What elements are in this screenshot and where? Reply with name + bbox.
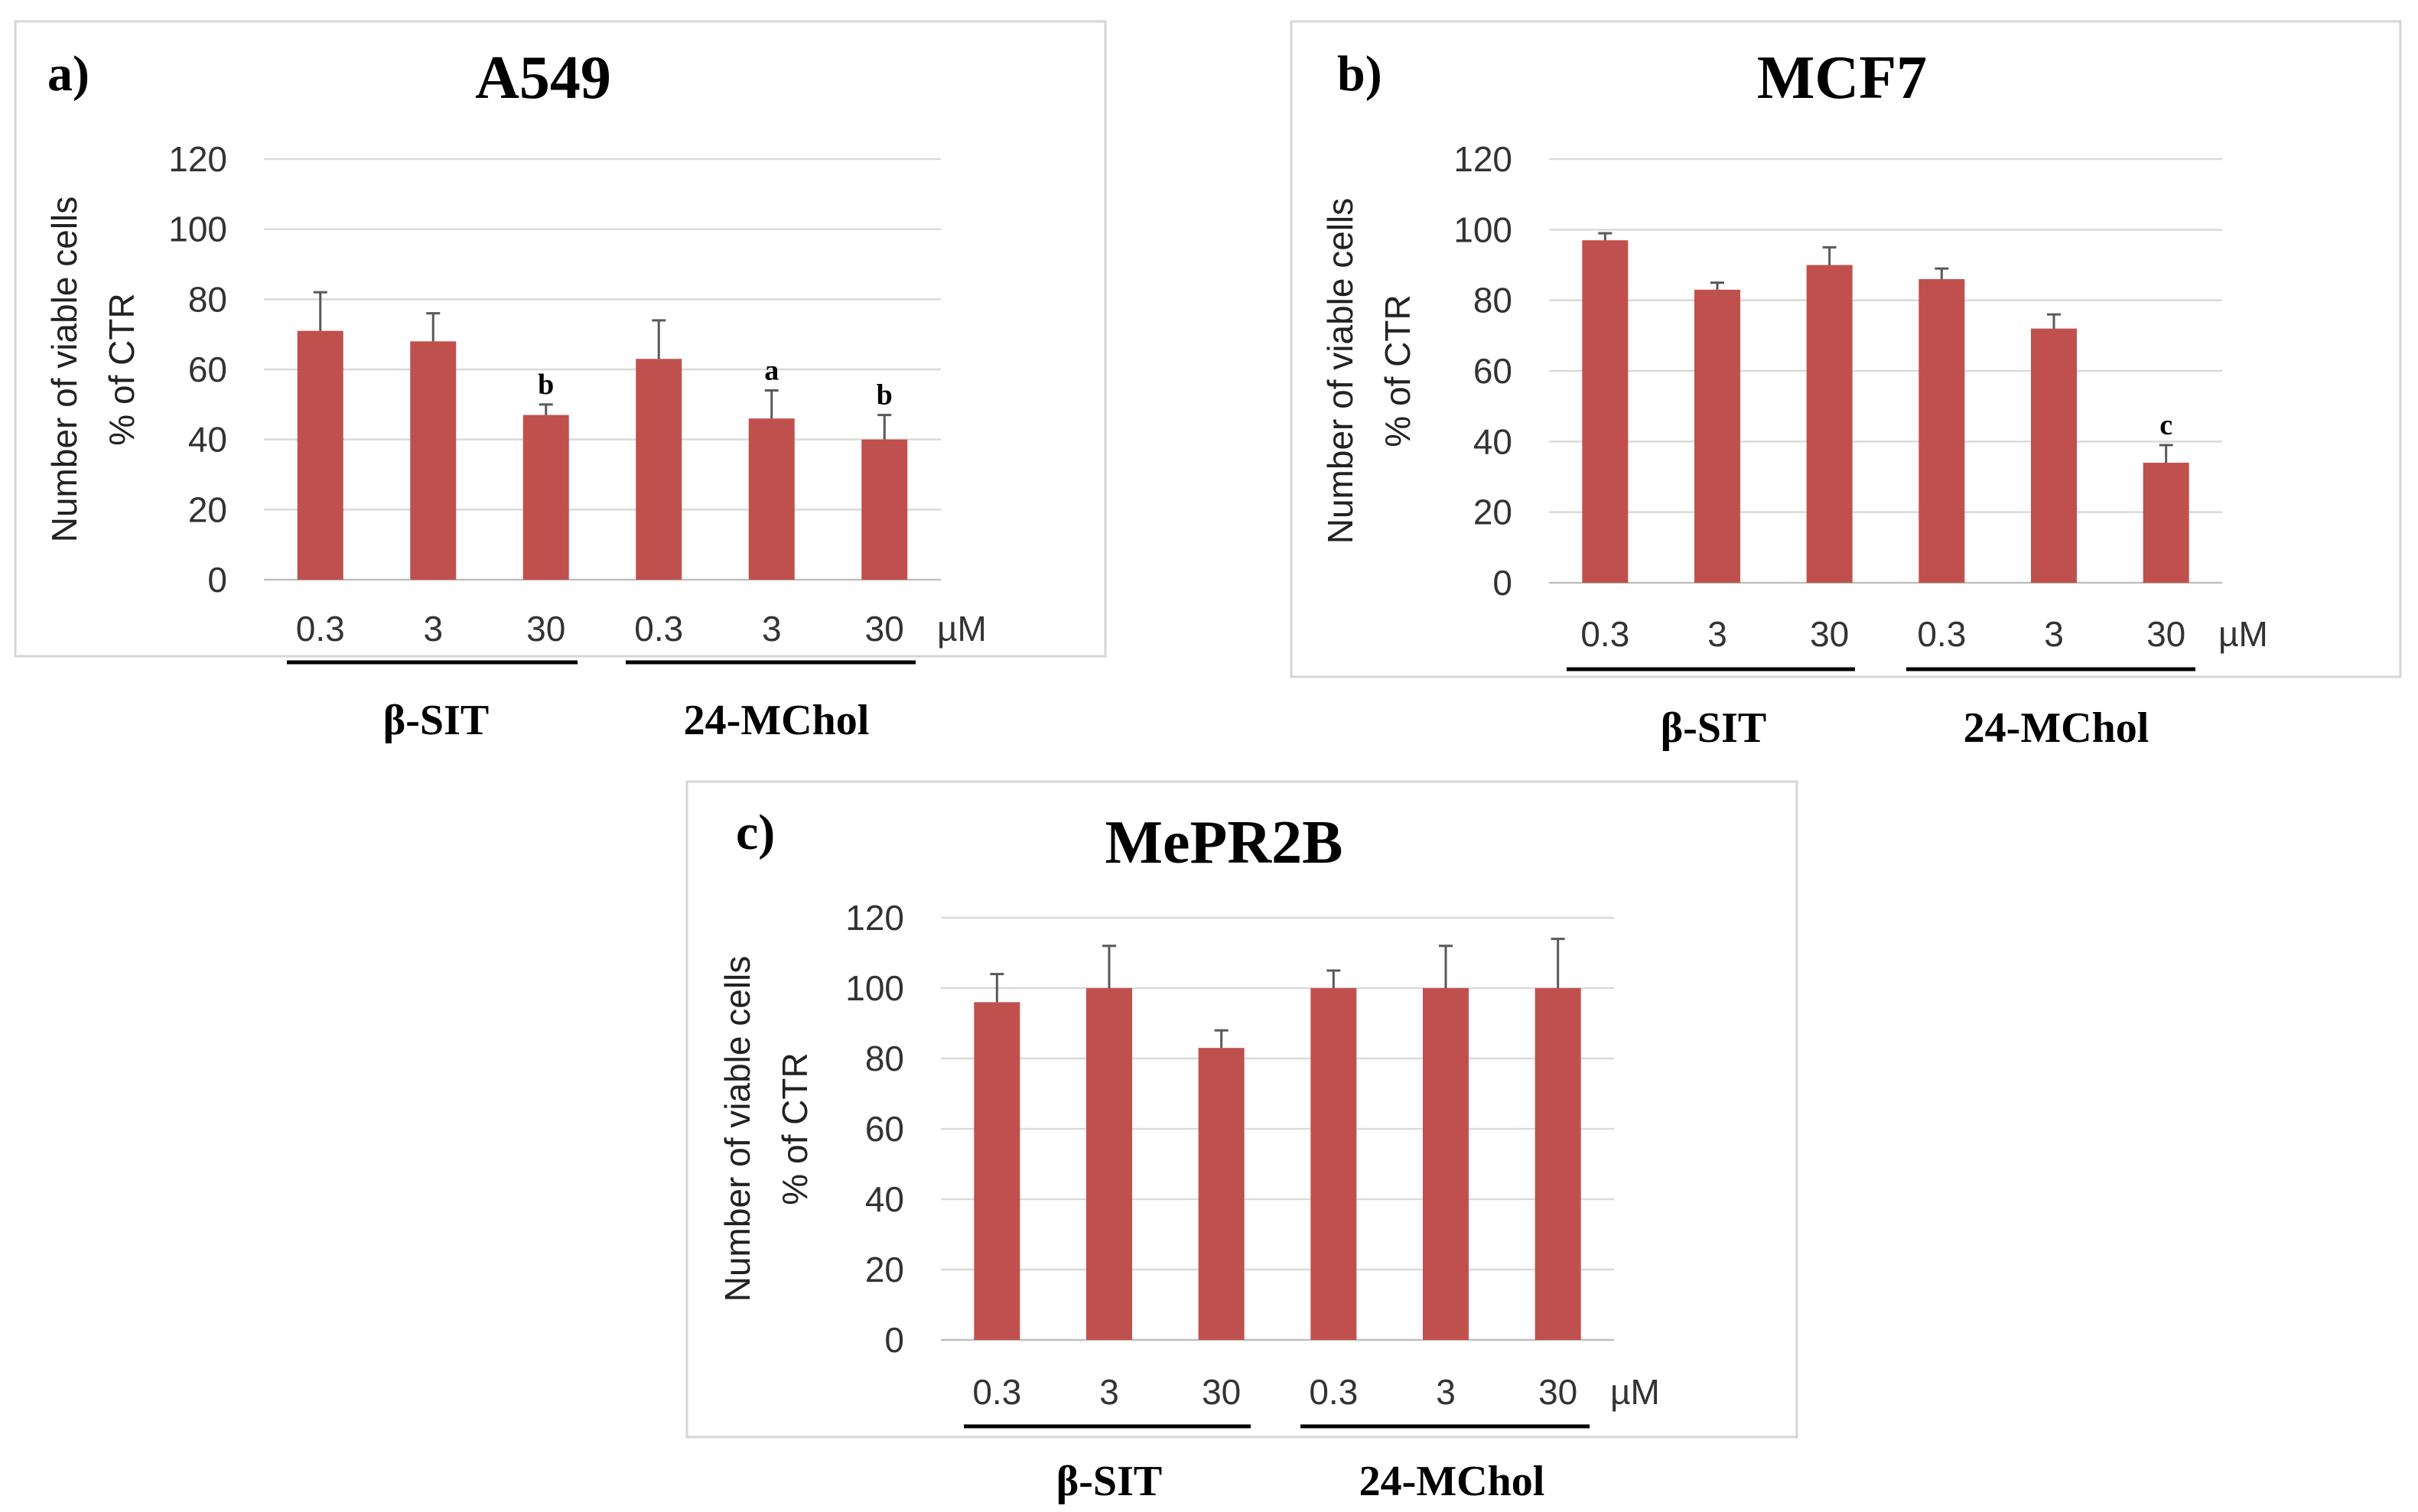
x-tick-label: 30 [526,609,565,649]
y-tick-label: 100 [845,968,904,1008]
y-tick-label: 80 [1473,281,1512,320]
significance-label: b [877,379,893,411]
y-tick-label: 120 [845,898,904,938]
chart-panel-2: 0 20 40 60 80 100 120 0.3 3 30 0.3 3 c 30 µM β-SIT 24-MC… [1290,20,2402,752]
x-tick-label: 3 [423,609,443,649]
y-tick-label: 0 [884,1320,904,1360]
significance-label: a [764,355,779,387]
group-label: β-SIT [383,697,489,744]
bar [1423,988,1469,1340]
group-label: 24-MChol [684,697,870,744]
bar [297,330,343,580]
bar [1806,265,1853,583]
x-tick-label: 3 [1436,1372,1456,1412]
chart-title: MCF7 [1757,44,1927,112]
chart-title: A549 [475,44,611,112]
y-tick-label: 60 [188,350,227,389]
y-axis-label: Number of viable cells [44,197,84,543]
y-tick-label: 20 [1473,493,1512,532]
bar [1918,278,1965,583]
chart-panel-1: 0 20 40 60 80 100 120 0.3 3 b 30 0.3 a 3 b 30 µM β-SIT 24-… [14,20,1107,744]
bar [2143,463,2189,583]
y-tick-label: 60 [1473,351,1512,391]
x-tick-label: 30 [1810,614,1849,654]
group-label: β-SIT [1661,704,1766,752]
x-tick-label: 3 [1707,614,1727,654]
x-tick-label: 30 [2146,614,2185,654]
bar [1582,240,1629,583]
bar [2031,328,2077,583]
y-tick-label: 0 [207,560,227,600]
bar [410,341,457,580]
y-tick-label: 100 [168,210,227,249]
y-tick-label: 80 [865,1039,904,1078]
chart-title: MePR2B [1105,809,1342,876]
bar [861,439,908,580]
y-axis-label: % of CTR [1378,294,1417,447]
bar [1198,1048,1245,1340]
group-label: 24-MChol [1964,704,2150,752]
significance-label: b [538,369,554,401]
x-tick-label: 3 [762,609,782,649]
unit-label: µM [1610,1372,1660,1412]
y-axis-label: % of CTR [102,293,142,445]
y-tick-label: 20 [865,1250,904,1289]
panel-label: a) [47,46,89,102]
chart-panel-3: 0 20 40 60 80 100 120 0.3 3 30 0.3 3 30 µM β-SIT 24-MCh… [685,780,1798,1505]
y-tick-label: 120 [1453,139,1512,179]
x-tick-label: 0.3 [296,609,345,649]
bar [748,418,795,580]
panel-label: c) [736,805,775,860]
group-label: β-SIT [1056,1458,1162,1505]
panel-label: b) [1337,46,1382,102]
y-tick-label: 40 [1473,421,1512,461]
x-tick-label: 0.3 [634,609,683,649]
y-tick-label: 20 [188,489,227,529]
y-tick-label: 0 [1492,563,1512,603]
y-axis-label: Number of viable cells [1320,198,1360,545]
bar [1534,988,1581,1340]
unit-label: µM [937,609,987,649]
x-tick-label: 0.3 [1580,614,1629,654]
x-tick-label: 0.3 [1917,614,1966,654]
x-tick-label: 3 [1099,1372,1119,1412]
x-tick-label: 30 [865,609,904,649]
bar [974,1002,1020,1340]
y-axis-label: % of CTR [775,1052,815,1205]
y-tick-label: 120 [168,139,227,179]
significance-label: c [2159,409,2172,441]
bar [1694,289,1740,583]
y-axis-label: Number of viable cells [718,956,757,1302]
group-label: 24-MChol [1359,1458,1545,1505]
x-tick-label: 30 [1202,1372,1241,1412]
bar [1310,988,1357,1340]
x-tick-label: 30 [1538,1372,1577,1412]
bar [522,415,569,580]
y-tick-label: 80 [188,279,227,319]
y-tick-label: 60 [865,1109,904,1149]
x-tick-label: 3 [2044,614,2064,654]
x-tick-label: 0.3 [1309,1372,1358,1412]
y-tick-label: 40 [865,1179,904,1219]
bar [636,359,682,580]
bar [1086,988,1132,1340]
unit-label: µM [2218,614,2268,654]
y-tick-label: 40 [188,420,227,460]
x-tick-label: 0.3 [972,1372,1021,1412]
y-tick-label: 100 [1453,210,1512,249]
